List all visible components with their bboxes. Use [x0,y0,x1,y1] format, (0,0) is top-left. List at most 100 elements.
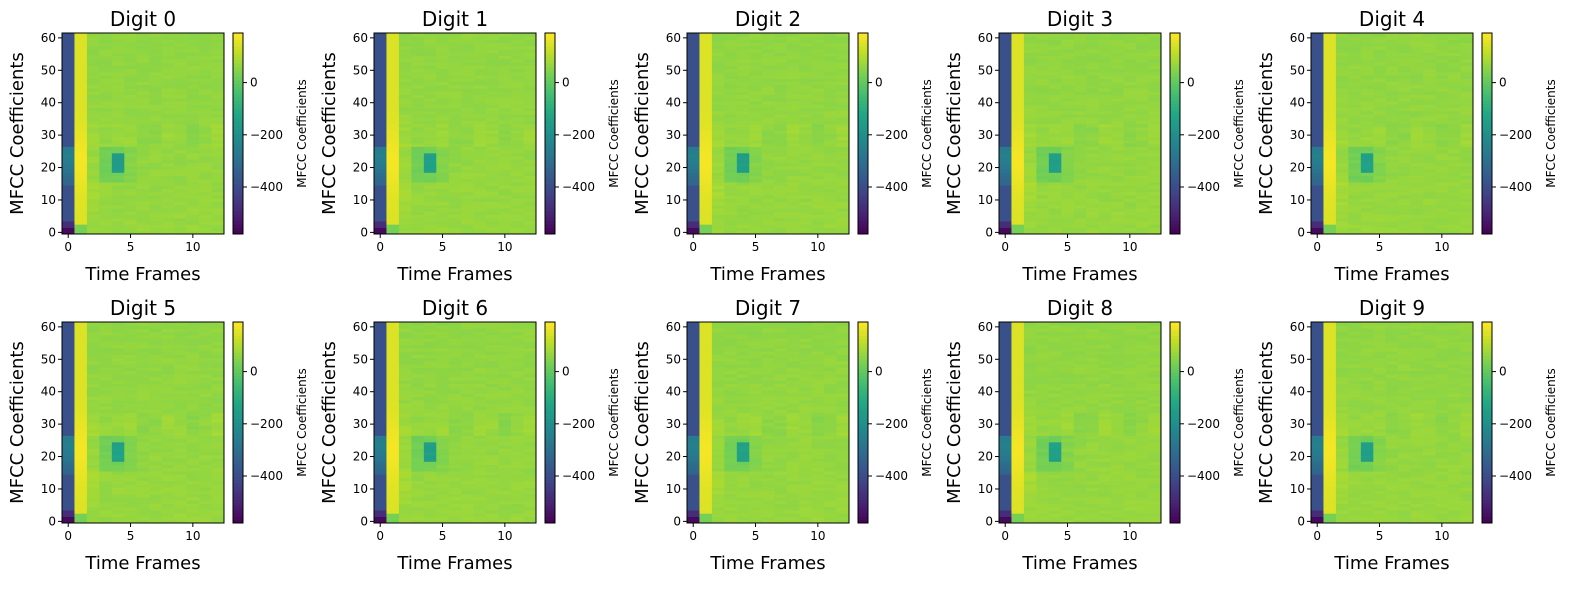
heatmap-cell [836,88,850,92]
heatmap-cell [1423,84,1437,89]
colorbar-segment [858,103,868,108]
heatmap-cell [1148,110,1162,115]
heatmap-cell [1360,110,1374,115]
heatmap-cell [824,136,837,141]
heatmap-cell [1360,49,1374,53]
heatmap-cell [1011,224,1025,228]
heatmap-cell [386,162,400,167]
heatmap-cell [1111,110,1125,115]
heatmap-cell [1373,94,1387,99]
colorbar-segment [1482,203,1492,208]
heatmap-cell [999,65,1012,70]
heatmap-cell [473,94,487,99]
heatmap-cell [386,123,400,128]
heatmap-cell [687,149,700,154]
heatmap-cell [62,357,75,362]
heatmap-cell [1360,162,1374,167]
y-tick-label: 50 [666,63,681,77]
colorbar-segment [1170,103,1180,108]
heatmap-cell [786,204,800,209]
heatmap-cell [411,162,425,167]
heatmap-cell [136,165,150,170]
heatmap-cell [1048,139,1062,144]
heatmap-cell [1061,146,1075,151]
heatmap-cell [436,159,450,164]
colorbar-tick-label: −200 [250,128,283,142]
heatmap-cell [1385,104,1399,108]
heatmap-cell [1036,149,1050,154]
heatmap-cell [1036,78,1050,83]
heatmap-cell [1348,204,1362,209]
heatmap-cell [124,487,138,491]
heatmap-cell [386,204,400,209]
colorbar-segment [1170,66,1180,71]
heatmap-cell [111,230,125,235]
heatmap-cell [111,172,125,177]
heatmap-cell [473,52,487,57]
heatmap-cell [1385,75,1399,79]
heatmap-cell [186,55,200,60]
heatmap-cell [1111,114,1125,118]
heatmap-cell [461,49,475,53]
heatmap-cell [786,227,800,232]
heatmap-cell [1335,127,1349,131]
heatmap-cell [1435,227,1449,232]
heatmap-cell [523,97,537,102]
heatmap-cell [523,49,537,53]
heatmap-cell [811,143,825,147]
heatmap-cell [473,230,487,235]
heatmap-cell [1123,133,1137,138]
heatmap-cell [1123,33,1137,37]
colorbar-segment [1482,133,1492,138]
heatmap-cell [124,510,138,514]
heatmap-cell [1335,81,1349,86]
heatmap-cell [448,55,462,60]
heatmap-cell [174,214,188,219]
colorbar-segment [1482,156,1492,161]
heatmap-cell [1323,188,1337,193]
heatmap-cell [1023,136,1037,141]
heatmap-cell [711,49,725,53]
heatmap-cell [749,139,763,144]
heatmap-cell [1448,198,1461,202]
heatmap-cell [761,78,775,83]
heatmap-cell [1061,162,1075,167]
heatmap-cell [1023,65,1037,70]
heatmap-cell [1098,146,1112,151]
heatmap-cell [411,146,425,151]
heatmap-cell [1385,230,1399,235]
heatmap-cell [774,221,788,225]
heatmap-cell [1435,224,1449,228]
heatmap-cell [174,120,188,125]
heatmap-cell [1048,65,1062,70]
heatmap-cell [1410,208,1424,212]
heatmap-cell [699,88,713,92]
heatmap-cell [423,58,437,63]
heatmap-cell [86,97,100,102]
heatmap-cell [1311,146,1324,151]
heatmap-cell [1036,107,1050,112]
heatmap-cell [136,182,150,186]
heatmap-cell [999,214,1012,219]
heatmap-cell [74,390,88,394]
heatmap-cell [448,227,462,232]
heatmap-cell [386,178,400,183]
colorbar-segment [1170,170,1180,175]
heatmap-cell [687,68,700,73]
heatmap-cell [1073,36,1087,40]
heatmap-cell [386,217,400,222]
heatmap-cell [749,143,763,147]
heatmap-cell [1323,101,1337,105]
heatmap-cell [1385,117,1399,121]
heatmap-cell [436,178,450,183]
heatmap-cell [1036,214,1050,219]
heatmap-cell [199,75,212,79]
heatmap-cell [473,36,487,40]
heatmap-cell [1398,195,1412,199]
heatmap-cell [1435,208,1449,212]
heatmap-cell [511,104,524,108]
heatmap-cell [1123,127,1137,131]
heatmap-cell [1460,88,1474,92]
heatmap-cell [699,127,713,131]
heatmap-cell [436,136,450,141]
